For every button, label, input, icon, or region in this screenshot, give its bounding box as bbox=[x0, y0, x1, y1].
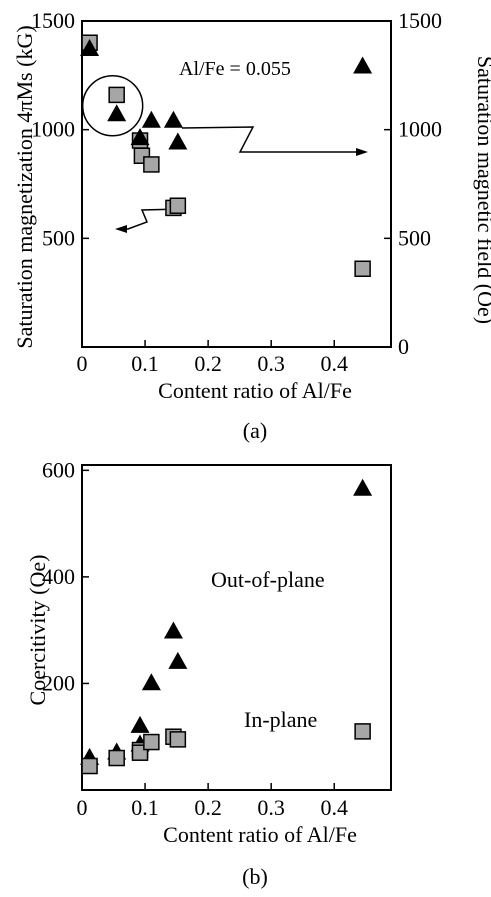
annotation-al-fe: Al/Fe = 0.055 bbox=[179, 58, 291, 80]
y-tick-label: 1000 bbox=[398, 117, 442, 142]
plot-frame-a bbox=[81, 20, 392, 348]
data-point-square bbox=[169, 197, 187, 214]
y-tick-label: 600 bbox=[42, 457, 75, 482]
y-tick-label: 400 bbox=[42, 564, 75, 589]
y-tick-label: 200 bbox=[42, 670, 75, 695]
x-tick-label: 0 bbox=[77, 795, 88, 820]
data-point-triangle bbox=[168, 132, 188, 150]
y-tick-label: 500 bbox=[42, 225, 75, 250]
data-point-square bbox=[81, 757, 98, 775]
annotation-out-of-plane: Out-of-plane bbox=[211, 567, 325, 592]
data-point-triangle bbox=[163, 621, 183, 639]
x-axis-label-b: Content ratio of Al/Fe bbox=[163, 822, 357, 847]
data-point-triangle bbox=[163, 110, 183, 128]
data-point-triangle bbox=[80, 39, 100, 57]
x-tick-label: 0.3 bbox=[257, 351, 285, 376]
panel-b: 0 0.1 0.2 0.3 0.4 200 400 600 Out-of-plane In-… bbox=[25, 457, 392, 889]
data-point-triangle bbox=[130, 128, 150, 146]
data-point-triangle bbox=[353, 56, 373, 74]
y-axis-label-right-a: Saturation magnetic field (Oe) bbox=[473, 56, 491, 324]
panel-a: 0 0.1 0.2 0.3 0.4 500 1000 1500 0 500 1000 1500 A… bbox=[12, 8, 491, 443]
arrow-to-right-axis bbox=[181, 126, 362, 153]
plot-frame-b bbox=[81, 464, 392, 791]
data-point-triangle bbox=[353, 478, 373, 496]
marks-a bbox=[80, 34, 373, 278]
data-point-triangle bbox=[141, 110, 161, 128]
x-tick-label: 0.1 bbox=[131, 351, 159, 376]
y-tick-label: 500 bbox=[398, 225, 431, 250]
x-tick-label: 0.4 bbox=[320, 795, 348, 820]
annotation-in-plane: In-plane bbox=[244, 707, 317, 732]
panel-label-b: (b) bbox=[242, 864, 268, 889]
data-point-triangle bbox=[107, 104, 127, 122]
data-point-triangle bbox=[130, 715, 150, 733]
x-tick-label: 0.2 bbox=[194, 795, 222, 820]
data-point-square bbox=[108, 86, 125, 104]
data-point-triangle bbox=[141, 673, 161, 691]
x-axis-label-a: Content ratio of Al/Fe bbox=[158, 378, 352, 403]
x-tick-label: 0.4 bbox=[320, 351, 348, 376]
highlight-circle bbox=[81, 75, 144, 137]
panel-label-a: (a) bbox=[243, 418, 267, 443]
x-ticks-a: 0 0.1 0.2 0.3 0.4 bbox=[77, 340, 348, 376]
y-ticks-b: 200 400 600 bbox=[42, 457, 89, 695]
y-axis-label-left-a: Saturation magnetization 4πMs (kG) bbox=[12, 25, 37, 348]
data-point-square bbox=[143, 156, 160, 173]
y-axis-label-b: Coercitivity (Oe) bbox=[25, 555, 50, 706]
data-point-triangle bbox=[168, 651, 188, 669]
data-point-square bbox=[108, 749, 125, 767]
data-point-square bbox=[143, 733, 160, 751]
data-point-square bbox=[354, 723, 371, 740]
y-tick-label: 1500 bbox=[31, 8, 75, 33]
arrowhead-left bbox=[115, 225, 127, 233]
data-point-square bbox=[354, 260, 371, 278]
data-point-square bbox=[169, 731, 187, 748]
x-ticks-b: 0 0.1 0.2 0.3 0.4 bbox=[77, 783, 348, 820]
y-tick-label: 0 bbox=[398, 334, 409, 359]
x-tick-label: 0.3 bbox=[257, 795, 285, 820]
marks-b bbox=[80, 478, 373, 775]
x-tick-label: 0.2 bbox=[194, 351, 222, 376]
y-tick-label: 1000 bbox=[31, 117, 75, 142]
y-right-ticks-a: 0 500 1000 1500 bbox=[384, 8, 442, 359]
y-tick-label: 1500 bbox=[398, 8, 442, 33]
y-left-ticks-a: 500 1000 1500 bbox=[31, 8, 89, 250]
x-tick-label: 0 bbox=[77, 351, 88, 376]
x-tick-label: 0.1 bbox=[131, 795, 159, 820]
arrowhead-right bbox=[356, 148, 368, 156]
